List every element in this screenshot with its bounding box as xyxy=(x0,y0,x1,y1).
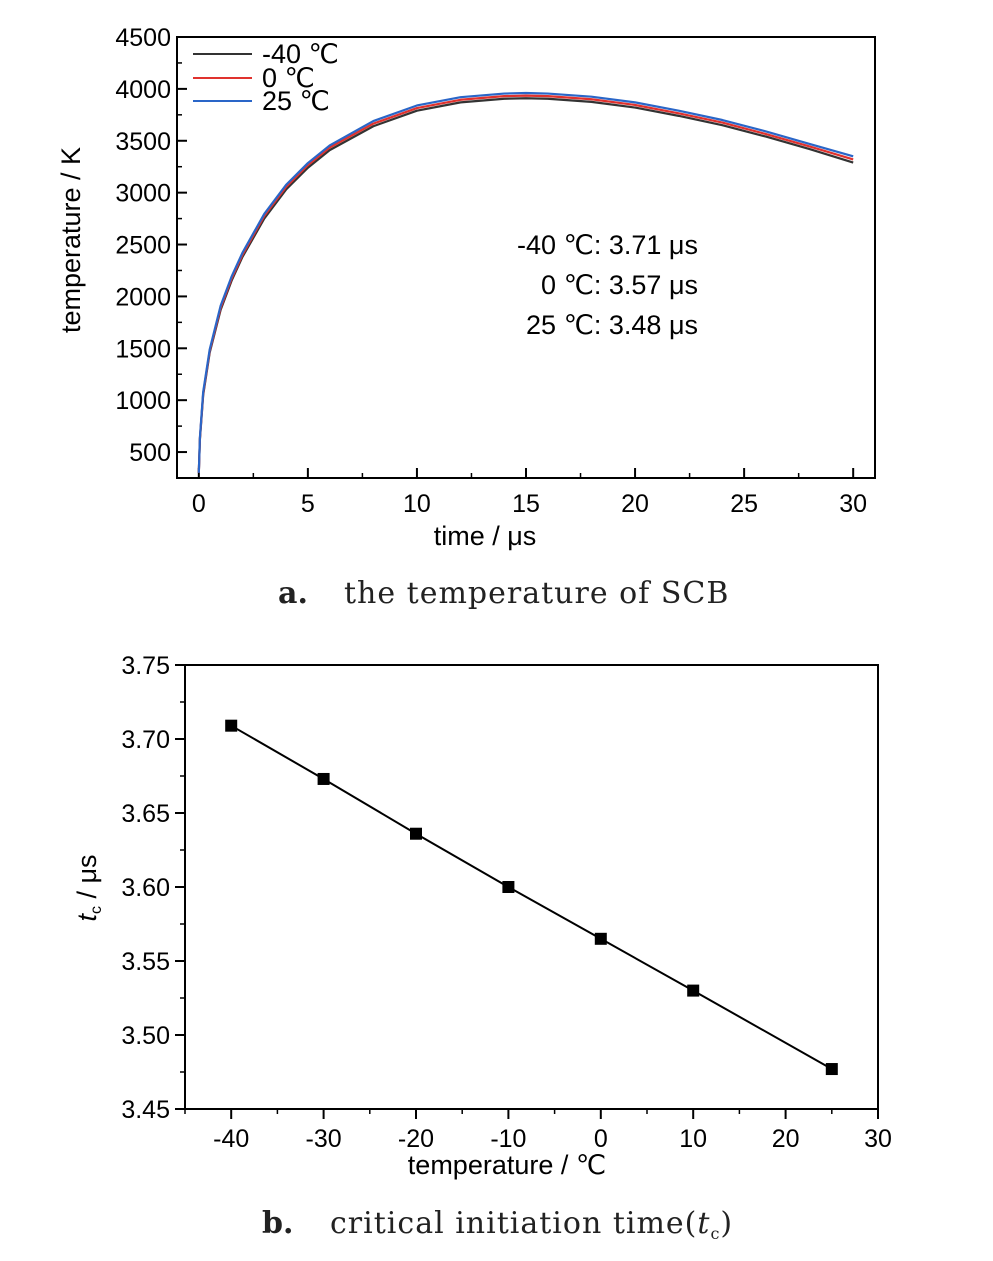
y-axis-label-rest: / μs xyxy=(72,854,102,906)
series-group xyxy=(225,719,838,1076)
data-point-marker xyxy=(502,881,515,893)
caption-letter: a. xyxy=(278,576,308,611)
y-tick-label: 3.75 xyxy=(121,652,170,680)
x-tick-label: -30 xyxy=(306,1125,342,1153)
y-tick-label: 3.45 xyxy=(121,1096,170,1124)
series-line-3 xyxy=(197,91,854,473)
x-tick-label: 30 xyxy=(839,490,867,518)
data-point-marker xyxy=(317,772,330,785)
caption-text-var: t xyxy=(697,1206,710,1241)
x-axis: -40 -30 -20 -10 0 10 20 30 xyxy=(184,1109,892,1153)
y-tick-label: 3000 xyxy=(115,180,171,208)
caption-a: a. the temperature of SCB xyxy=(278,576,729,611)
y-tick-label: 4500 xyxy=(115,24,171,52)
annotation-line-1: -40 ℃: 3.71 μs xyxy=(517,230,698,260)
x-tick-label: 5 xyxy=(301,490,315,518)
annotation-line-2: 0 ℃: 3.57 μs xyxy=(541,270,698,300)
data-point-marker xyxy=(825,1063,838,1076)
y-tick-label: 3.55 xyxy=(121,948,170,976)
y-tick-label: 3.60 xyxy=(121,874,170,902)
x-tick-label: 10 xyxy=(403,490,431,518)
x-tick-label: -10 xyxy=(490,1125,526,1153)
series-line-2 xyxy=(197,94,854,473)
y-tick-label: 3500 xyxy=(115,128,171,156)
panel-b-critical-time-chart: 3.45 3.50 3.55 3.60 3.65 3.70 3.75 -40 -30 -20 -1… xyxy=(72,652,892,1243)
x-tick-label: 20 xyxy=(621,490,649,518)
y-tick-label: 1500 xyxy=(115,335,171,363)
x-tick-label: 25 xyxy=(730,490,758,518)
data-point-marker xyxy=(225,719,238,732)
y-axis: 500 1000 1500 2000 2500 3000 3500 4000 4500 xyxy=(115,24,187,467)
x-tick-label: 20 xyxy=(772,1125,800,1153)
y-tick-label: 4000 xyxy=(115,76,171,104)
y-tick-label: 500 xyxy=(129,439,171,467)
series-line-1 xyxy=(197,97,854,473)
plot-frame xyxy=(184,664,879,1110)
legend: -40 ℃ 0 ℃ 25 ℃ xyxy=(193,39,339,116)
caption-text: critical initiation time(tc) xyxy=(330,1206,733,1243)
x-axis-label: time / μs xyxy=(434,521,537,551)
legend-label-series-1: -40 ℃ xyxy=(262,39,339,69)
legend-label-series-2: 0 ℃ xyxy=(262,63,315,93)
caption-letter: b. xyxy=(262,1206,293,1241)
caption-text-sub: c xyxy=(710,1224,720,1243)
x-axis-label: temperature / ℃ xyxy=(408,1150,606,1180)
x-tick-label: 30 xyxy=(864,1125,892,1153)
x-tick-label: -20 xyxy=(398,1125,434,1153)
y-axis: 3.45 3.50 3.55 3.60 3.65 3.70 3.75 xyxy=(121,652,185,1124)
y-tick-label: 3.70 xyxy=(121,726,170,754)
panel-a-temperature-chart: 500 1000 1500 2000 2500 3000 3500 4000 4500 0 5 10… xyxy=(56,24,876,611)
annotation-block: -40 ℃: 3.71 μs 0 ℃: 3.57 μs 25 ℃: 3.48 μ… xyxy=(517,230,698,340)
x-tick-label: 0 xyxy=(192,490,206,518)
caption-text-main: critical initiation time( xyxy=(330,1206,697,1241)
y-tick-label: 2000 xyxy=(115,283,171,311)
series-group xyxy=(197,91,854,473)
y-axis-label-sub: c xyxy=(88,906,105,914)
x-tick-label: 10 xyxy=(679,1125,707,1153)
y-axis-label: temperature / K xyxy=(56,147,86,333)
y-tick-label: 3.50 xyxy=(121,1022,170,1050)
y-tick-label: 2500 xyxy=(115,232,171,260)
y-tick-label: 3.65 xyxy=(121,800,170,828)
x-axis: 0 5 10 15 20 25 30 xyxy=(192,468,867,518)
data-point-marker xyxy=(410,827,422,840)
caption-text-close: ) xyxy=(720,1206,733,1241)
x-tick-label: 0 xyxy=(594,1125,608,1153)
legend-label-series-3: 25 ℃ xyxy=(262,86,330,116)
x-tick-label: -40 xyxy=(213,1125,249,1153)
caption-text: the temperature of SCB xyxy=(344,576,729,611)
y-axis-label-var: t xyxy=(72,913,102,922)
data-point-marker xyxy=(687,984,700,997)
data-point-marker xyxy=(594,932,607,945)
y-axis-label: tc / μs xyxy=(72,854,105,921)
x-tick-label: 15 xyxy=(512,490,540,518)
y-tick-label: 1000 xyxy=(115,387,171,415)
caption-b: b. critical initiation time(tc) xyxy=(262,1206,733,1243)
annotation-line-3: 25 ℃: 3.48 μs xyxy=(526,310,698,340)
